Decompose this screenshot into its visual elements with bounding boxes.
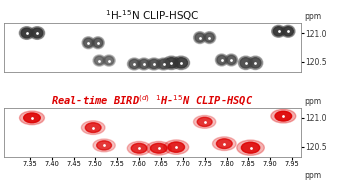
- Ellipse shape: [82, 121, 105, 134]
- Ellipse shape: [127, 58, 141, 70]
- Ellipse shape: [137, 58, 151, 70]
- Ellipse shape: [165, 58, 178, 68]
- Text: ppm: ppm: [304, 171, 321, 180]
- Ellipse shape: [194, 115, 216, 128]
- Ellipse shape: [216, 139, 232, 149]
- Ellipse shape: [93, 139, 115, 152]
- Ellipse shape: [275, 111, 292, 121]
- Ellipse shape: [197, 117, 212, 126]
- Ellipse shape: [248, 56, 263, 70]
- Ellipse shape: [174, 58, 188, 68]
- Ellipse shape: [272, 25, 286, 37]
- Ellipse shape: [168, 142, 184, 152]
- Ellipse shape: [283, 27, 293, 36]
- Ellipse shape: [93, 38, 103, 47]
- Ellipse shape: [23, 113, 40, 123]
- Ellipse shape: [241, 142, 260, 153]
- Ellipse shape: [239, 56, 253, 70]
- Ellipse shape: [164, 140, 189, 154]
- Ellipse shape: [151, 143, 167, 153]
- Ellipse shape: [103, 55, 115, 66]
- Ellipse shape: [85, 123, 101, 132]
- Ellipse shape: [203, 32, 216, 43]
- Ellipse shape: [97, 141, 111, 150]
- Ellipse shape: [146, 141, 171, 155]
- Ellipse shape: [30, 27, 44, 39]
- Ellipse shape: [156, 58, 171, 70]
- Ellipse shape: [131, 143, 147, 153]
- Ellipse shape: [163, 56, 180, 70]
- Ellipse shape: [226, 55, 236, 65]
- Ellipse shape: [104, 56, 114, 65]
- Ellipse shape: [138, 59, 149, 69]
- Ellipse shape: [20, 111, 44, 125]
- Ellipse shape: [250, 58, 261, 68]
- Ellipse shape: [273, 27, 284, 36]
- Ellipse shape: [94, 56, 104, 65]
- Title: Real-time BIRD$^{(d)}$ $^{1}$H-$^{15}$N CLIP-HSQC: Real-time BIRD$^{(d)}$ $^{1}$H-$^{15}$N …: [51, 93, 253, 108]
- Ellipse shape: [173, 56, 189, 70]
- Ellipse shape: [237, 140, 264, 155]
- Ellipse shape: [147, 58, 161, 70]
- Ellipse shape: [19, 27, 34, 39]
- Ellipse shape: [215, 54, 228, 66]
- Ellipse shape: [129, 59, 140, 69]
- Ellipse shape: [82, 37, 95, 49]
- Ellipse shape: [195, 33, 205, 42]
- Ellipse shape: [240, 58, 251, 68]
- Ellipse shape: [213, 137, 236, 150]
- Title: $^{1}$H-$^{15}$N CLIP-HSQC: $^{1}$H-$^{15}$N CLIP-HSQC: [105, 8, 199, 23]
- Ellipse shape: [21, 28, 32, 38]
- Ellipse shape: [194, 32, 206, 43]
- Ellipse shape: [84, 38, 93, 47]
- Text: ppm: ppm: [304, 12, 321, 21]
- Ellipse shape: [93, 55, 105, 66]
- Ellipse shape: [271, 109, 296, 123]
- Ellipse shape: [217, 55, 226, 65]
- Ellipse shape: [92, 37, 104, 49]
- Ellipse shape: [205, 33, 214, 42]
- Ellipse shape: [281, 25, 295, 37]
- Ellipse shape: [225, 54, 237, 66]
- Text: ppm: ppm: [304, 97, 321, 106]
- Ellipse shape: [158, 59, 169, 69]
- Ellipse shape: [148, 59, 159, 69]
- Ellipse shape: [127, 141, 151, 155]
- Ellipse shape: [32, 28, 43, 38]
